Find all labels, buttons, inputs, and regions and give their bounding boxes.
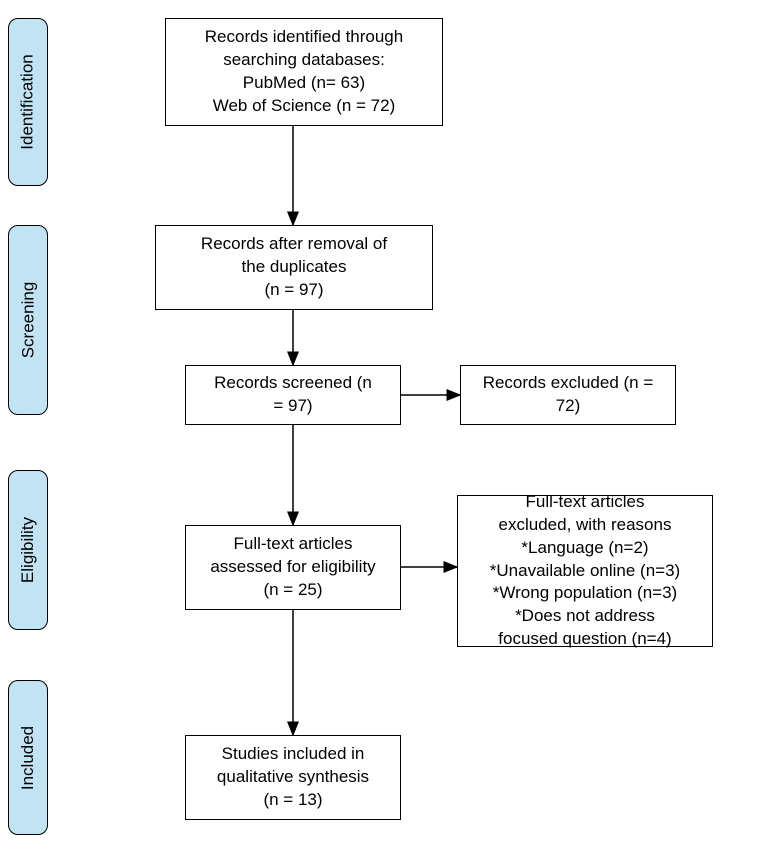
box-line: PubMed (n= 63) [243,72,365,95]
box-after_dup: Records after removal ofthe duplicates(n… [155,225,433,310]
stage-label-screening: Screening [8,225,48,415]
box-line: the duplicates [242,256,347,279]
stage-label-identification: Identification [8,18,48,186]
box-identified: Records identified throughsearching data… [165,18,443,126]
box-line: Full-text articles [233,533,352,556]
stage-label-text: Screening [18,282,38,359]
box-excluded: Records excluded (n =72) [460,365,676,425]
box-line: (n = 25) [263,579,322,602]
box-line: 72) [556,395,581,418]
box-screened: Records screened (n= 97) [185,365,401,425]
box-line: Records identified through [205,26,403,49]
flowchart-canvas: Identification Screening Eligibility Includ… [0,0,773,863]
box-ft_excluded: Full-text articlesexcluded, with reasons… [457,495,713,647]
box-line: *Language (n=2) [521,537,648,560]
box-line: Records after removal of [201,233,387,256]
box-fulltext: Full-text articlesassessed for eligibili… [185,525,401,610]
box-line: Records excluded (n = [483,372,654,395]
stage-label-text: Identification [18,54,38,149]
box-line: *Unavailable online (n=3) [490,560,680,583]
stage-label-eligibility: Eligibility [8,470,48,630]
box-line: excluded, with reasons [499,514,672,537]
stage-label-included: Included [8,680,48,835]
box-line: Records screened (n [214,372,372,395]
box-line: focused question (n=4) [498,628,671,651]
box-line: *Does not address [515,605,655,628]
box-line: searching databases: [223,49,385,72]
box-line: *Wrong population (n=3) [493,582,677,605]
box-line: (n = 97) [264,279,323,302]
box-line: (n = 13) [263,789,322,812]
box-line: assessed for eligibility [210,556,375,579]
box-line: Studies included in [222,743,365,766]
stage-label-text: Eligibility [18,517,38,583]
box-line: qualitative synthesis [217,766,369,789]
box-line: Web of Science (n = 72) [213,95,396,118]
stage-label-text: Included [18,725,38,789]
box-line: = 97) [273,395,312,418]
arrows-layer [0,0,773,863]
box-line: Full-text articles [525,491,644,514]
box-included_box: Studies included inqualitative synthesis… [185,735,401,820]
